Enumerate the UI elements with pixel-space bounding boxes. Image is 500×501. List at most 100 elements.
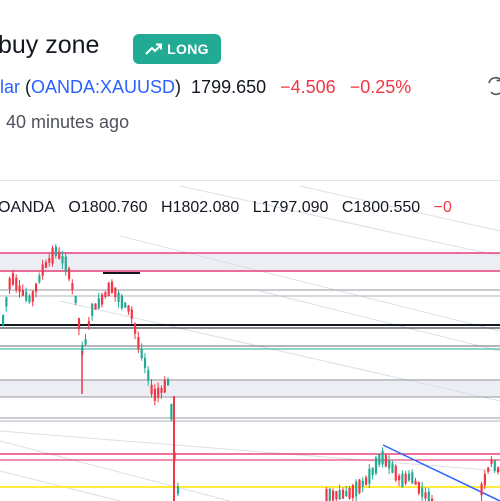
candle [2, 315, 5, 325]
open-value: 1800.760 [80, 199, 148, 216]
candle [374, 457, 378, 474]
candle [407, 473, 411, 481]
candle [338, 489, 341, 500]
candle [365, 477, 368, 485]
candle [41, 264, 44, 276]
candle [143, 357, 147, 368]
high-value: 1802.080 [172, 199, 240, 216]
zone-band [0, 379, 500, 397]
candle [421, 487, 424, 497]
candle [401, 473, 404, 488]
trend-up-icon [145, 43, 163, 55]
candle [54, 246, 57, 256]
symbol-name-link[interactable]: lar [0, 76, 21, 97]
candle [414, 480, 417, 485]
low-value: 1797.090 [261, 199, 329, 216]
candle [140, 348, 143, 359]
candle [147, 370, 150, 381]
symbol-row: lar ( OANDA:XAUUSD ) 1799.650 −4.506 −0.… [0, 75, 411, 99]
candle [77, 318, 81, 330]
diagonal-line [259, 290, 500, 352]
ohlc-legend: OANDA O1800.760 H1802.080 L1797.090 C180… [0, 199, 452, 217]
candle [74, 295, 77, 304]
diagonal-line [299, 185, 500, 232]
symbol-price: 1799.650 [191, 76, 267, 97]
candle [348, 488, 351, 499]
candle [427, 491, 430, 501]
candle [328, 488, 331, 501]
symbol-change: −4.506 [280, 76, 336, 97]
candle [104, 292, 107, 297]
candle [51, 248, 54, 264]
candle [167, 379, 170, 386]
candle [325, 489, 328, 501]
paren-close: ) [175, 76, 182, 97]
diagonal-line [0, 440, 231, 501]
candle [68, 268, 71, 280]
candle [490, 459, 493, 464]
candle [114, 287, 117, 298]
candle [110, 281, 114, 294]
candle [91, 303, 94, 316]
candle [25, 291, 28, 301]
candle [84, 339, 87, 345]
candle [378, 454, 381, 465]
candle [371, 467, 374, 476]
chart-area[interactable] [0, 180, 500, 501]
legend-source: OANDA [0, 199, 55, 216]
candle [11, 272, 15, 285]
symbol-change-percent: −0.25% [349, 76, 412, 97]
candle [107, 282, 110, 297]
candle [332, 490, 335, 501]
candle [64, 256, 67, 272]
candle [176, 486, 180, 494]
candle [160, 388, 163, 393]
candle [358, 479, 361, 494]
candle [71, 283, 74, 290]
candle [411, 472, 414, 484]
candle [394, 465, 397, 481]
candle [8, 278, 11, 290]
paren-open: ( [20, 76, 32, 97]
candle [487, 467, 490, 472]
legend-change: −0 [433, 199, 452, 216]
candle [31, 291, 34, 302]
candle [44, 262, 48, 268]
candle [94, 303, 97, 310]
candle [404, 473, 407, 484]
candle [124, 302, 127, 308]
candle [424, 492, 427, 499]
candle [497, 467, 500, 473]
swap-icon[interactable] [486, 75, 500, 97]
candle [21, 290, 24, 296]
candle [61, 256, 64, 264]
high-label: H [161, 199, 173, 216]
candle [417, 481, 420, 494]
candle [127, 305, 130, 312]
candle [153, 388, 156, 401]
low-label: L [252, 199, 262, 216]
candle [341, 489, 345, 499]
candle [5, 297, 8, 307]
candle [163, 380, 166, 393]
candle [97, 298, 100, 309]
candle [391, 463, 394, 473]
candle [48, 258, 51, 263]
symbol-ticker-link[interactable]: OANDA:XAUUSD [31, 76, 176, 97]
close-label: C [341, 199, 354, 216]
candle [120, 295, 123, 309]
candle [18, 285, 21, 292]
candle [150, 384, 153, 395]
long-badge[interactable]: LONG [133, 34, 221, 64]
candle [388, 459, 391, 469]
zone-band [0, 252, 500, 272]
diagonal-line [119, 235, 500, 332]
candle [384, 455, 387, 467]
candle [157, 387, 160, 398]
candle [355, 481, 358, 497]
diagonal-line [0, 430, 500, 472]
candle [480, 483, 483, 496]
candle [361, 480, 364, 487]
candle [335, 491, 338, 500]
idea-title: buy zone [0, 31, 100, 59]
